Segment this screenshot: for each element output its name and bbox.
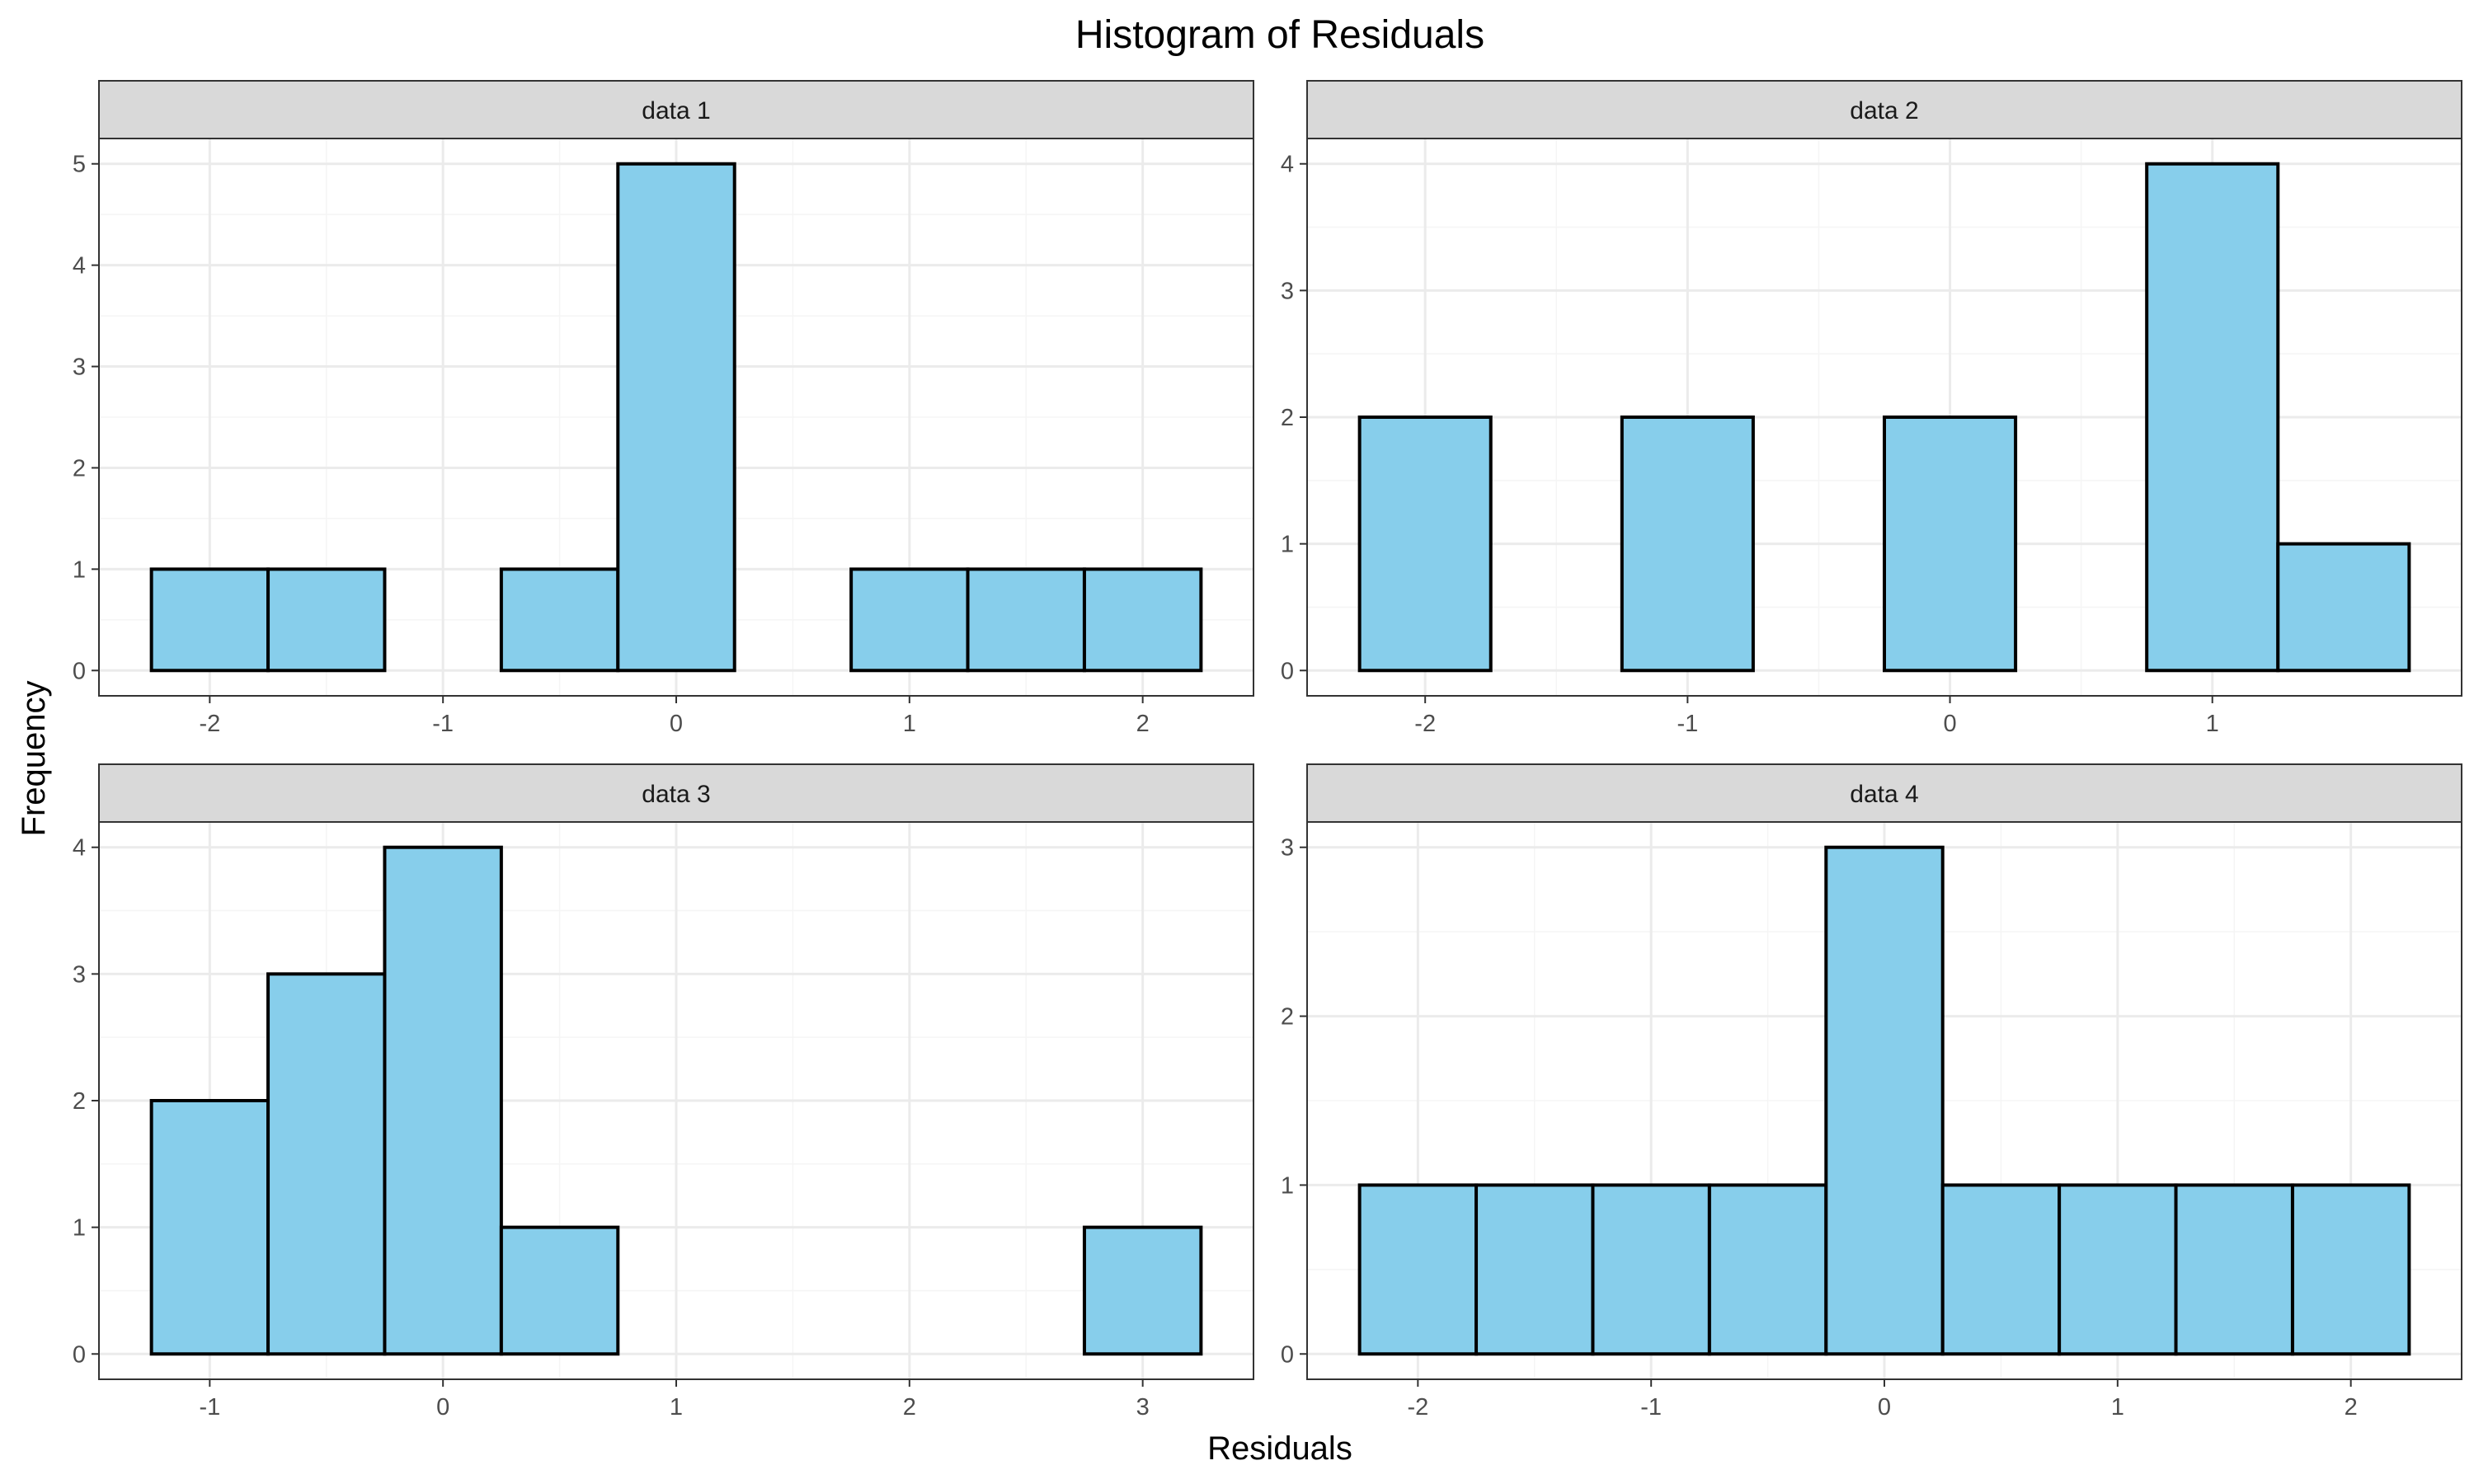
histogram-bar <box>616 162 736 673</box>
y-tick-label: 5 <box>73 152 86 178</box>
histogram-bar <box>2174 1183 2294 1356</box>
x-tick-label: -2 <box>1414 711 1436 737</box>
x-tick-label: 1 <box>2206 711 2219 737</box>
y-tick-label: 3 <box>1281 835 1294 862</box>
facet-strip <box>1306 80 2462 139</box>
histogram-bar <box>149 567 270 673</box>
histogram-bar <box>2058 1183 2178 1356</box>
y-tick-label: 1 <box>73 556 86 583</box>
panel-4: data 4 -2 -1 0 1 2 0 1 2 3 <box>1281 763 2462 1421</box>
x-tick-label: 0 <box>1943 711 1956 737</box>
y-axis-title: Frequency <box>16 681 52 837</box>
y-tick-label: 2 <box>1281 405 1294 431</box>
x-tick-label: 2 <box>903 1394 916 1421</box>
histogram-bar <box>1357 1183 1479 1356</box>
y-tick-label: 4 <box>1281 152 1294 178</box>
histogram-bar <box>2276 542 2411 673</box>
facet-strip-label: data 4 <box>1850 781 1918 808</box>
y-tick-label: 0 <box>73 658 86 684</box>
facet-strip-label: data 3 <box>642 781 710 808</box>
panel-2: data 2 -2 -1 0 1 0 1 2 3 4 <box>1281 80 2462 737</box>
x-tick-label: 3 <box>1136 1394 1150 1421</box>
x-tick-label: 0 <box>1878 1394 1891 1421</box>
histogram-bar <box>266 567 387 673</box>
x-tick-label: 0 <box>670 711 683 737</box>
panel-1: data 1 -2 -1 0 1 2 0 1 2 3 4 5 <box>73 80 1254 737</box>
y-tick-label: 1 <box>73 1215 86 1242</box>
y-tick-label: 2 <box>73 455 86 481</box>
x-axis-title: Residuals <box>1207 1430 1352 1467</box>
x-tick-label: -1 <box>432 711 454 737</box>
facet-strip-label: data 2 <box>1850 97 1918 124</box>
histogram-bar <box>383 845 503 1356</box>
y-tick-label: 2 <box>1281 1004 1294 1031</box>
y-tick-label: 0 <box>1281 658 1294 684</box>
y-tick-label: 1 <box>1281 532 1294 558</box>
histogram-bar <box>1082 567 1203 673</box>
histogram-bar <box>499 567 620 673</box>
facet-strip <box>1306 763 2462 823</box>
x-tick-label: -1 <box>1640 1394 1662 1421</box>
y-tick-label: 2 <box>73 1088 86 1115</box>
x-tick-label: -2 <box>199 711 220 737</box>
x-tick-label: 1 <box>2111 1394 2124 1421</box>
x-tick-label: 1 <box>903 711 916 737</box>
x-tick-label: 1 <box>670 1394 683 1421</box>
histogram-bar <box>1620 416 1755 673</box>
x-tick-label: 2 <box>2345 1394 2358 1421</box>
histogram-bar <box>966 567 1086 673</box>
histogram-bar <box>1082 1225 1203 1356</box>
histogram-bar <box>849 567 970 673</box>
x-tick-label: -2 <box>1407 1394 1428 1421</box>
facet-strip <box>98 763 1254 823</box>
histogram-bar <box>1707 1183 1828 1356</box>
x-tick-label: 2 <box>1136 711 1150 737</box>
histogram-bar <box>266 972 387 1356</box>
histogram-bar <box>1591 1183 1711 1356</box>
histogram-bar <box>2145 162 2280 673</box>
histogram-bar <box>1883 416 2018 673</box>
histogram-bar <box>1357 416 1493 673</box>
x-tick-label: -1 <box>1677 711 1698 737</box>
histogram-bar <box>149 1099 270 1356</box>
panel-3: data 3 -1 0 1 2 3 0 1 2 3 4 <box>73 763 1254 1421</box>
histogram-bar <box>1824 845 1945 1356</box>
x-tick-label: 0 <box>436 1394 449 1421</box>
histogram-bar <box>1940 1183 2062 1356</box>
histogram-bar <box>499 1225 620 1356</box>
y-tick-label: 3 <box>1281 278 1294 304</box>
x-tick-label: -1 <box>199 1394 220 1421</box>
facet-strip-label: data 1 <box>642 97 710 124</box>
y-tick-label: 4 <box>73 253 86 279</box>
y-tick-label: 1 <box>1281 1172 1294 1199</box>
y-tick-label: 0 <box>73 1341 86 1368</box>
figure-title: Histogram of Residuals <box>1075 13 1484 57</box>
histogram-bar <box>1475 1183 1595 1356</box>
histogram-bar <box>2290 1183 2411 1356</box>
y-tick-label: 0 <box>1281 1341 1294 1368</box>
y-tick-label: 3 <box>73 355 86 381</box>
facet-strip <box>98 80 1254 139</box>
y-tick-label: 4 <box>73 835 86 862</box>
y-tick-label: 3 <box>73 961 86 988</box>
